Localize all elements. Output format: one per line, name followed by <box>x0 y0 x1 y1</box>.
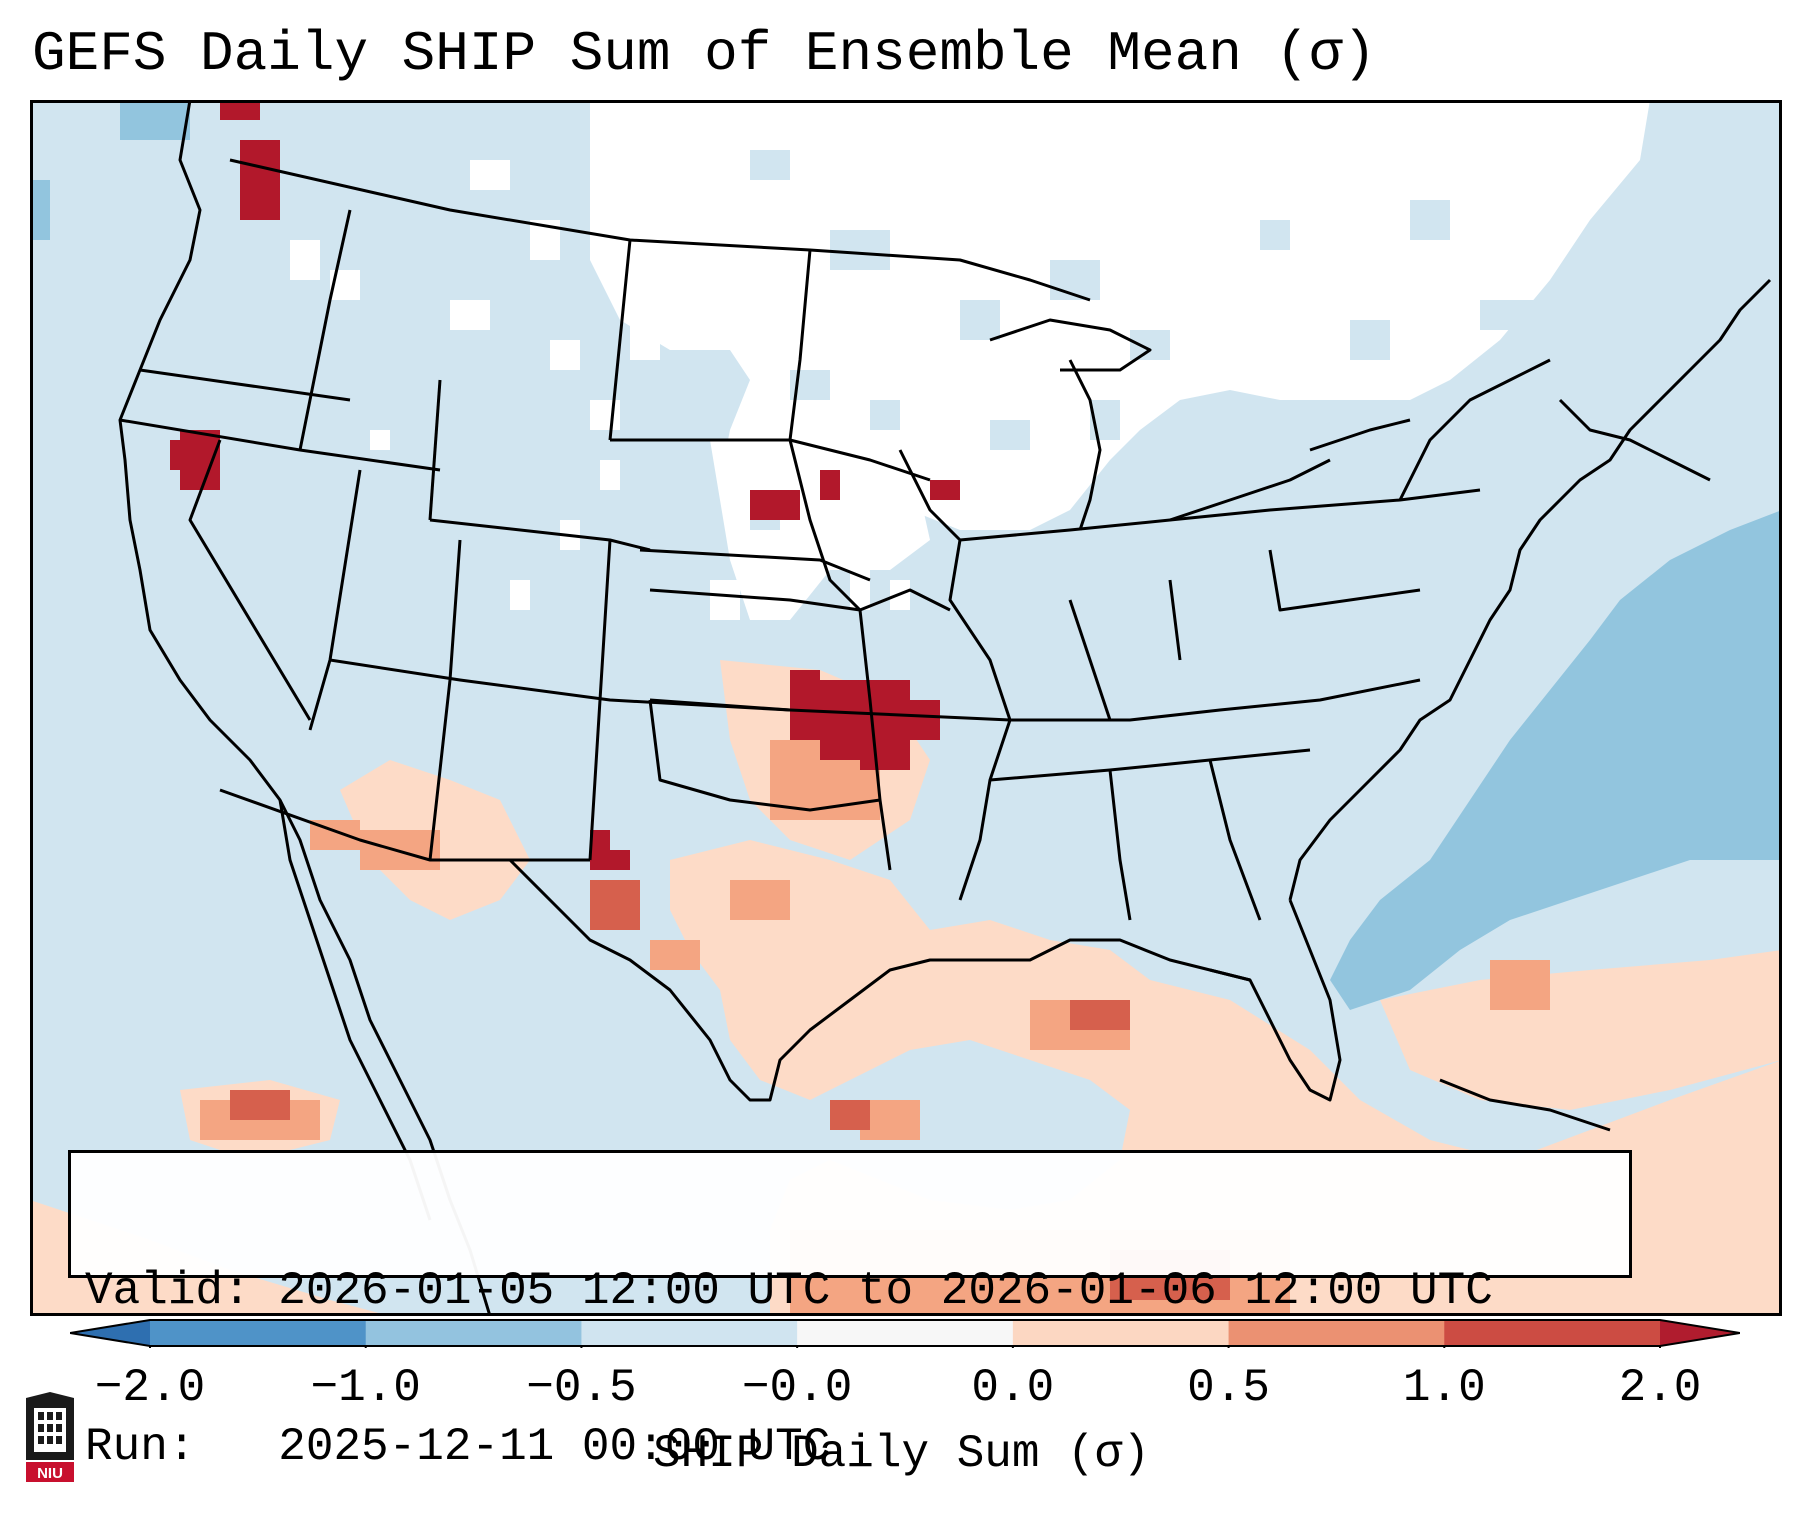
nw-negative-patch-2 <box>30 180 50 240</box>
colorbar-tick-label: 1.0 <box>1402 1362 1486 1414</box>
neutral-region-north <box>590 100 1650 530</box>
lake-superior-outline <box>989 318 1152 372</box>
colorbar-segment <box>365 1320 582 1346</box>
neutral-speckles <box>750 150 1540 530</box>
colorbar <box>70 1319 1740 1348</box>
chart-title: GEFS Daily SHIP Sum of Ensemble Mean (σ) <box>32 22 1377 86</box>
valid-time-box: Valid: 2026-01-05 12:00 UTC to 2026-01-0… <box>68 1150 1632 1473</box>
boundary-lines <box>118 100 1772 1316</box>
colorbar-tick-label: 0.5 <box>1187 1362 1270 1414</box>
colorbar-tick-label: −2.0 <box>94 1362 206 1414</box>
logo-text: NIU <box>37 1465 63 1482</box>
west-speckles <box>290 160 910 620</box>
pacific-positive-region <box>30 1200 390 1316</box>
valid-line: Valid: 2026-01-05 12:00 UTC to 2026-01-0… <box>85 1265 1493 1317</box>
map-frame <box>30 100 1782 1316</box>
niu-logo: NIU <box>26 1392 74 1482</box>
atlantic-positive-region <box>1380 950 1782 1110</box>
colorbar-segment <box>1444 1320 1661 1346</box>
extreme-positive-patches <box>170 100 960 870</box>
colorbar-segment <box>581 1320 798 1346</box>
colorbar-segment <box>797 1320 1014 1346</box>
colorbar-tick-label: 2.0 <box>1618 1362 1702 1414</box>
run-line: Run: 2025-12-11 00:00 UTC <box>85 1421 831 1473</box>
pacific-coastline <box>118 100 492 1316</box>
texas-gulf-coast <box>508 858 1251 1102</box>
colorbar-segment <box>150 1320 367 1346</box>
colorbar-tick-label: −0.0 <box>741 1362 853 1414</box>
colorbar-outline <box>70 1319 1740 1347</box>
atlantic-negative-region <box>1330 510 1782 1010</box>
colorbar-tick-label: 0.0 <box>971 1362 1055 1414</box>
colorbar-segment <box>1012 1320 1230 1346</box>
map-panel <box>30 100 1782 1316</box>
colorbar-label: SHIP Daily Sum (σ) <box>653 1428 1150 1480</box>
colorbar-segment <box>1228 1320 1445 1346</box>
colorbar-extend-high <box>1660 1320 1740 1346</box>
colorbar-extend-low <box>70 1320 150 1346</box>
florida-coastline <box>1209 899 1342 1102</box>
northern-plains-border <box>608 239 632 441</box>
atlantic-coastline <box>1288 278 1772 901</box>
lake-michigan-outline <box>1068 359 1102 531</box>
nw-negative-patch <box>120 100 190 140</box>
colorbar-tick-label: −0.5 <box>526 1362 637 1414</box>
cuba-outline <box>1439 1078 1611 1132</box>
lake-erie-outline <box>1169 458 1331 522</box>
colorbar-tick-label: −1.0 <box>310 1362 421 1414</box>
lake-ontario-outline <box>1309 418 1411 452</box>
